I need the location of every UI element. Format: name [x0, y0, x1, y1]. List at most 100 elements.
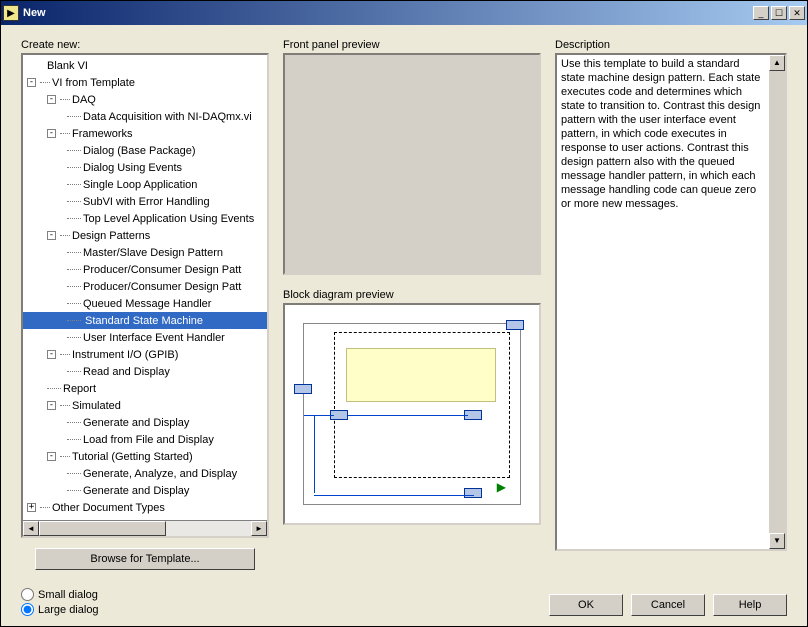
tree-item-label: Generate and Display [83, 417, 189, 429]
front-panel-preview [283, 53, 541, 275]
scroll-down-button[interactable]: ▼ [769, 533, 785, 549]
tree-item[interactable]: - DAQ [23, 91, 267, 108]
tree-item[interactable]: Load from File and Display [23, 431, 267, 448]
tree-item[interactable]: Generate and Display [23, 482, 267, 499]
tree-item[interactable]: Single Loop Application [23, 176, 267, 193]
description-label: Description [555, 39, 787, 51]
vertical-scrollbar[interactable]: ▲ ▼ [769, 55, 785, 549]
tree-item-label: Design Patterns [72, 230, 150, 242]
tree-item[interactable]: - Design Patterns [23, 227, 267, 244]
tree-item[interactable]: Master/Slave Design Pattern [23, 244, 267, 261]
expand-icon[interactable]: + [27, 503, 36, 512]
tree-item[interactable]: Report [23, 380, 267, 397]
tree-item[interactable]: Read and Display [23, 363, 267, 380]
tree-item-label: Dialog (Base Package) [83, 145, 196, 157]
tree-item-label: Read and Display [83, 366, 170, 378]
tree-item[interactable]: Standard State Machine [23, 312, 267, 329]
tree-item[interactable]: Blank VI [23, 57, 267, 74]
tree-item-label: Report [63, 383, 96, 395]
block-diagram-label: Block diagram preview [283, 289, 541, 301]
tree-item[interactable]: Data Acquisition with NI-DAQmx.vi [23, 108, 267, 125]
window-title: New [23, 7, 753, 19]
tree-item-label: DAQ [72, 94, 96, 106]
tree-item-label: Producer/Consumer Design Patt [83, 281, 241, 293]
tree-item-label: Blank VI [47, 60, 88, 72]
collapse-icon[interactable]: - [47, 95, 56, 104]
block-diagram-preview: ▶ [283, 303, 541, 525]
cancel-button[interactable]: Cancel [631, 594, 705, 616]
tree-item-label: Dialog Using Events [83, 162, 182, 174]
bd-node-icon [506, 320, 524, 330]
tree-item[interactable]: - Tutorial (Getting Started) [23, 448, 267, 465]
tree-item[interactable]: Generate and Display [23, 414, 267, 431]
bd-node-icon [294, 384, 312, 394]
tree-item-label: User Interface Event Handler [83, 332, 225, 344]
tree-item[interactable]: - Instrument I/O (GPIB) [23, 346, 267, 363]
tree-item-label: Load from File and Display [83, 434, 214, 446]
tree-item-label: Top Level Application Using Events [83, 213, 254, 225]
tree-item[interactable]: - VI from Template [23, 74, 267, 91]
scroll-left-button[interactable]: ◄ [23, 521, 39, 536]
collapse-icon[interactable]: - [47, 231, 56, 240]
close-button[interactable]: ✕ [789, 6, 805, 20]
description-content: Use this template to build a standard st… [561, 57, 781, 211]
tree-item[interactable]: + Other Document Types [23, 499, 267, 516]
tree-item-label: SubVI with Error Handling [83, 196, 210, 208]
tree-item[interactable]: Top Level Application Using Events [23, 210, 267, 227]
browse-for-template-button[interactable]: Browse for Template... [35, 548, 255, 570]
front-panel-label: Front panel preview [283, 39, 541, 51]
tree-item-label: Frameworks [72, 128, 133, 140]
large-dialog-radio[interactable]: Large dialog [21, 603, 99, 616]
bd-wire [314, 495, 474, 496]
tree-item-label: Single Loop Application [83, 179, 197, 191]
app-icon: ▶ [3, 5, 19, 21]
tree-item[interactable]: User Interface Event Handler [23, 329, 267, 346]
tree-item[interactable]: Producer/Consumer Design Patt [23, 261, 267, 278]
tree-item[interactable]: SubVI with Error Handling [23, 193, 267, 210]
create-new-label: Create new: [21, 39, 269, 51]
help-button[interactable]: Help [713, 594, 787, 616]
ok-button[interactable]: OK [549, 594, 623, 616]
minimize-button[interactable]: _ [753, 6, 769, 20]
tree-item-label: Master/Slave Design Pattern [83, 247, 223, 259]
small-dialog-radio[interactable]: Small dialog [21, 588, 99, 601]
scroll-right-button[interactable]: ► [251, 521, 267, 536]
tree-item-label: Tutorial (Getting Started) [72, 451, 193, 463]
tree-item[interactable]: Dialog Using Events [23, 159, 267, 176]
bd-wire [304, 415, 334, 416]
dialog-size-radios: Small dialog Large dialog [21, 588, 99, 616]
collapse-icon[interactable]: - [47, 129, 56, 138]
tree-item-label: Producer/Consumer Design Patt [83, 264, 241, 276]
tree-view[interactable]: Blank VI - VI from Template - DAQ Data Acquis… [21, 53, 269, 538]
tree-item-label: Instrument I/O (GPIB) [72, 349, 178, 361]
tree-item-label: Queued Message Handler [83, 298, 211, 310]
tree-item[interactable]: - Simulated [23, 397, 267, 414]
collapse-icon[interactable]: - [47, 350, 56, 359]
bd-run-arrow-icon: ▶ [497, 480, 506, 494]
tree-item-label: Simulated [72, 400, 121, 412]
bd-comment-box [346, 348, 496, 402]
maximize-button[interactable]: ☐ [771, 6, 787, 20]
tree-item[interactable]: Queued Message Handler [23, 295, 267, 312]
tree-item-label: Standard State Machine [83, 314, 205, 328]
tree-item-label: Generate and Display [83, 485, 189, 497]
bd-wire [314, 415, 315, 493]
scroll-thumb[interactable] [39, 521, 166, 536]
collapse-icon[interactable]: - [27, 78, 36, 87]
tree-item[interactable]: Producer/Consumer Design Patt [23, 278, 267, 295]
tree-item[interactable]: Dialog (Base Package) [23, 142, 267, 159]
horizontal-scrollbar[interactable]: ◄ ► [23, 520, 267, 536]
tree-item[interactable]: Generate, Analyze, and Display [23, 465, 267, 482]
scroll-up-button[interactable]: ▲ [769, 55, 785, 71]
tree-item-label: Generate, Analyze, and Display [83, 468, 237, 480]
collapse-icon[interactable]: - [47, 452, 56, 461]
description-text: Use this template to build a standard st… [555, 53, 787, 551]
bd-node-icon [464, 488, 482, 498]
tree-item-label: Other Document Types [52, 502, 165, 514]
titlebar: ▶ New _ ☐ ✕ [1, 1, 807, 25]
tree-item-label: Data Acquisition with NI-DAQmx.vi [83, 111, 252, 123]
bd-wire [348, 415, 468, 416]
tree-item[interactable]: - Frameworks [23, 125, 267, 142]
tree-item-label: VI from Template [52, 77, 135, 89]
collapse-icon[interactable]: - [47, 401, 56, 410]
